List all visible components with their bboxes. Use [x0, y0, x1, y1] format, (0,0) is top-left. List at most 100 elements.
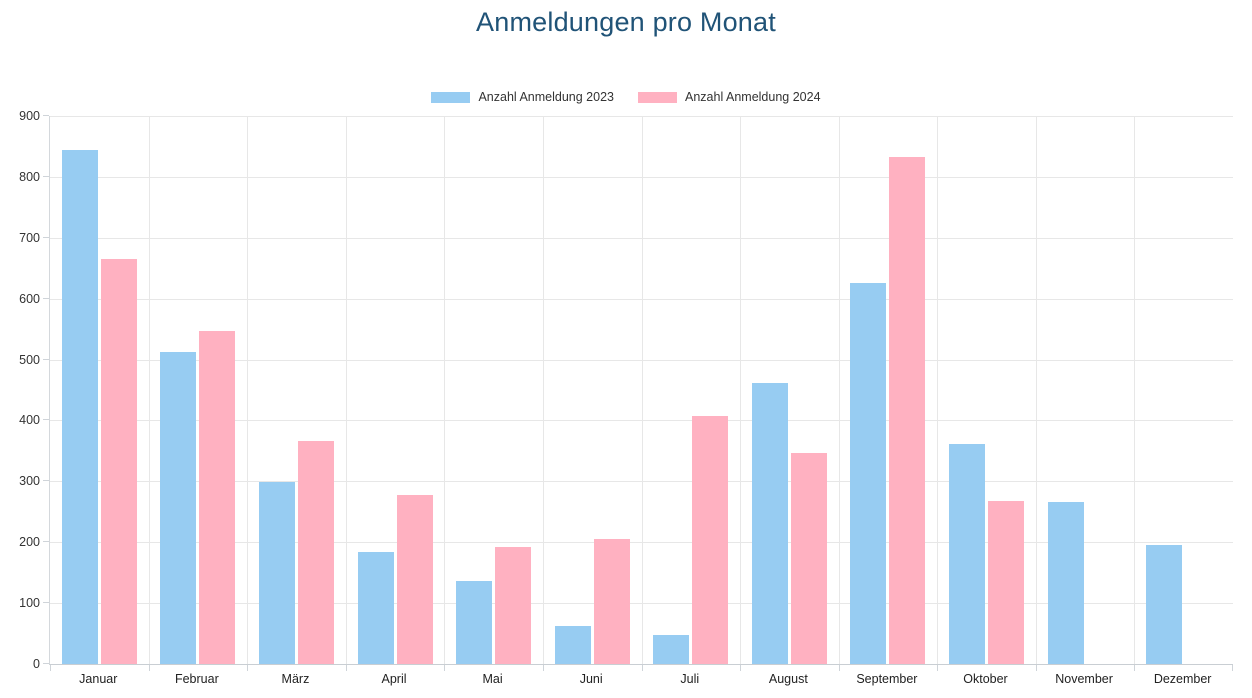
legend: Anzahl Anmeldung 2023 Anzahl Anmeldung 20… [0, 91, 1252, 104]
bar-2023-dezember[interactable] [1146, 545, 1183, 664]
bar-2023-februar[interactable] [160, 352, 197, 664]
vertical-gridline [345, 116, 347, 664]
bar-2024-mai[interactable] [495, 547, 532, 664]
legend-label: Anzahl Anmeldung 2023 [478, 90, 614, 104]
bar-2024-september[interactable] [889, 157, 926, 664]
y-tick-mark [43, 297, 49, 299]
x-tick-mark [1232, 665, 1233, 671]
bar-2023-april[interactable] [357, 551, 394, 664]
y-axis-tick-label: 100 [19, 595, 40, 610]
x-axis-label-april: April [381, 672, 407, 686]
category-column-oktober [937, 116, 1036, 664]
x-axis-label-juni: Juni [579, 672, 603, 686]
bar-2023-september[interactable] [850, 282, 887, 664]
bar-2023-mai[interactable] [456, 581, 493, 664]
category-column-april [346, 116, 445, 664]
y-tick-mark [43, 419, 49, 421]
vertical-gridline [740, 116, 742, 664]
legend-label: Anzahl Anmeldung 2024 [685, 90, 821, 104]
category-column-juli [642, 116, 741, 664]
y-tick-mark [43, 602, 49, 604]
category-column-september [839, 116, 938, 664]
vertical-gridline [444, 116, 446, 664]
y-axis-tick-label: 0 [33, 656, 40, 671]
y-tick-mark [43, 358, 49, 360]
y-axis-labels: 0 100 200 300 400 500 600 700 800 900 [0, 110, 41, 670]
y-tick-mark [43, 663, 49, 664]
x-tick-mark [937, 665, 939, 671]
x-tick-mark [740, 665, 742, 671]
chart-title: Anmeldungen pro Monat [476, 7, 776, 37]
bar-2023-oktober[interactable] [949, 443, 986, 664]
category-column-mai [444, 116, 543, 664]
x-tick-mark [1035, 665, 1037, 671]
bar-2023-november[interactable] [1047, 502, 1084, 664]
y-axis-tick-label: 600 [19, 291, 40, 306]
bar-2024-april[interactable] [396, 495, 433, 664]
bar-2023-märz[interactable] [258, 481, 295, 664]
bar-2023-juli[interactable] [653, 634, 690, 664]
bar-2024-januar[interactable] [100, 259, 137, 664]
plot-area [43, 115, 1233, 671]
y-tick-mark [43, 480, 49, 482]
x-axis-label-mai: Mai [482, 672, 503, 686]
x-tick-mark [838, 665, 840, 671]
vertical-gridline [542, 116, 544, 664]
vertical-gridline [1035, 116, 1037, 664]
vertical-gridline [838, 116, 840, 664]
x-tick-mark [1134, 665, 1136, 671]
y-tick-mark [43, 541, 49, 543]
y-tick-mark [43, 115, 49, 116]
category-column-märz [247, 116, 346, 664]
x-axis-label-august: August [768, 672, 808, 686]
x-axis-label-februar: Februar [174, 672, 219, 686]
x-axis-label-oktober: Oktober [963, 672, 1008, 686]
y-tick-mark [43, 236, 49, 238]
y-axis-tick-label: 700 [19, 230, 40, 245]
legend-swatch-icon [431, 91, 471, 103]
x-axis-labels: Januar Februar März April Mai Juni Juli August S… [49, 672, 1232, 687]
y-axis-tick-label: 500 [19, 352, 40, 367]
x-tick-mark [542, 665, 544, 671]
vertical-gridline [148, 116, 150, 664]
x-axis-label-januar: Januar [79, 672, 118, 686]
vertical-gridline [1134, 116, 1136, 664]
x-tick-mark [148, 665, 150, 671]
legend-item-anzahl-anmeldung-2024[interactable]: Anzahl Anmeldung 2024 [638, 91, 821, 104]
x-axis-label-september: September [856, 672, 918, 686]
vertical-gridline [247, 116, 249, 664]
category-column-juni [543, 116, 642, 664]
y-axis-tick-label: 300 [19, 474, 40, 489]
legend-item-anzahl-anmeldung-2023[interactable]: Anzahl Anmeldung 2023 [431, 91, 614, 104]
y-axis-tick-label: 900 [19, 108, 40, 123]
legend-swatch-icon [638, 91, 677, 103]
bar-2023-august[interactable] [751, 382, 788, 664]
bar-2024-oktober[interactable] [988, 501, 1025, 664]
bar-2024-august[interactable] [790, 452, 827, 664]
bar-2024-juli[interactable] [692, 415, 729, 664]
category-column-februar [149, 116, 248, 664]
y-axis-tick-label: 400 [19, 413, 40, 428]
bar-2023-juni[interactable] [554, 625, 591, 664]
bar-2024-märz[interactable] [297, 441, 334, 664]
category-column-dezember [1134, 116, 1233, 664]
category-column-august [740, 116, 839, 664]
x-axis-label-november: November [1055, 672, 1113, 686]
x-axis-label-juli: Juli [680, 672, 700, 686]
y-tick-mark [43, 175, 49, 177]
category-column-november [1036, 116, 1135, 664]
x-tick-mark [345, 665, 347, 671]
y-axis-tick-label: 200 [19, 534, 40, 549]
y-axis-tick-label: 800 [19, 169, 40, 184]
bar-2024-februar[interactable] [199, 330, 236, 664]
x-tick-mark [444, 665, 446, 671]
bar-2023-januar[interactable] [61, 150, 98, 664]
bar-2024-juni[interactable] [593, 539, 630, 664]
x-tick-mark [50, 665, 51, 671]
x-axis-label-dezember: Dezember [1153, 672, 1212, 686]
x-tick-mark [247, 665, 249, 671]
x-tick-mark [641, 665, 643, 671]
category-column-januar [50, 116, 149, 664]
vertical-gridline [937, 116, 939, 664]
